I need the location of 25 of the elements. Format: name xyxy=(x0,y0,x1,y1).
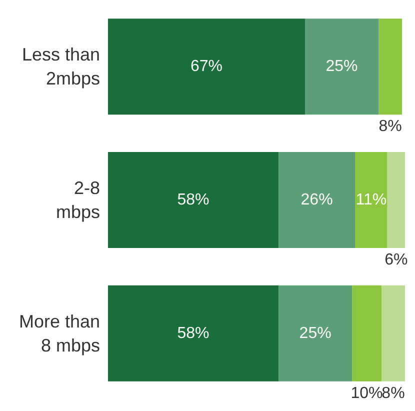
bar xyxy=(352,285,382,382)
y-tick-label: Less than 2mbps xyxy=(22,44,100,89)
data-label: 6% xyxy=(384,252,408,268)
bar xyxy=(378,18,402,115)
bar xyxy=(278,152,356,248)
bar xyxy=(278,285,352,382)
bar xyxy=(108,152,279,248)
bar xyxy=(355,152,388,248)
bar xyxy=(387,152,405,248)
y-tick-label: 2-8 mbps xyxy=(56,178,100,222)
data-label: 25% xyxy=(326,58,358,76)
data-label: 8% xyxy=(378,118,402,136)
bar xyxy=(305,18,379,115)
data-label: 8% xyxy=(382,384,405,402)
bar xyxy=(108,285,279,382)
data-label: 11% xyxy=(356,192,387,208)
data-label: 10% xyxy=(350,384,383,402)
bar xyxy=(108,18,306,115)
data-label: 58% xyxy=(177,192,210,208)
data-label: 58% xyxy=(177,324,210,342)
data-label: 67% xyxy=(190,58,223,76)
bar xyxy=(381,285,405,382)
data-label: 25% xyxy=(299,324,332,342)
data-label: 26% xyxy=(300,192,333,208)
y-tick-label: More than 8 mbps xyxy=(18,311,100,356)
